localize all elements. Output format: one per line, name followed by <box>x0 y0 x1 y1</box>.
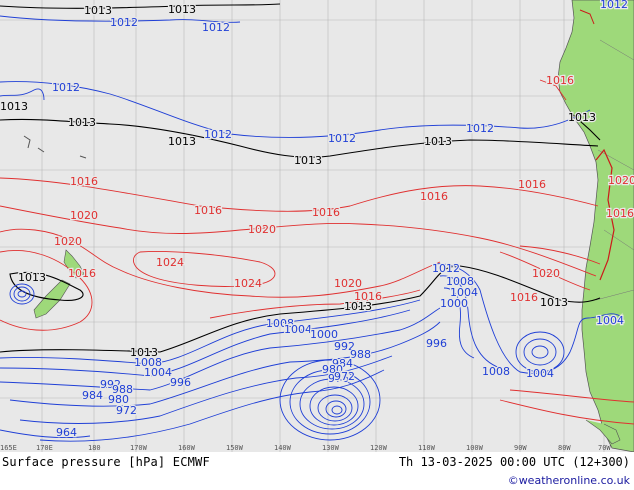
isobar-label: 1016 <box>518 178 546 191</box>
isobar-label: 1013 <box>424 135 452 148</box>
isobar-label: 1020 <box>608 174 634 187</box>
isobar-label: 988 <box>112 383 133 396</box>
lon-label: 90W <box>514 444 527 452</box>
lon-label: 170E <box>36 444 53 452</box>
isobar-label: 1013 <box>344 300 372 313</box>
isobar-label: 1020 <box>248 223 276 236</box>
lon-label: 110W <box>418 444 436 452</box>
isobar-label: 976 <box>328 372 349 385</box>
isobar-label: 1008 <box>482 365 510 378</box>
isobar-label: 1016 <box>510 291 538 304</box>
isobar-label: 1008 <box>446 275 474 288</box>
longitude-axis: 165E 170E 180 170W 160W 150W 140W 130W 1… <box>0 444 611 452</box>
isobar-label: 1020 <box>532 267 560 280</box>
isobar-label: 980 <box>322 363 343 376</box>
isobar-label: 1004 <box>284 323 312 336</box>
lon-label: 130W <box>322 444 340 452</box>
isobar-label: 1024 <box>156 256 184 269</box>
isobars-1013 <box>0 3 601 353</box>
isobar-label: 1013 <box>168 135 196 148</box>
isobar-label: 1000 <box>310 328 338 341</box>
isobars-low <box>0 15 621 442</box>
isobar-label: 984 <box>332 357 353 370</box>
isobar-label: 1020 <box>54 235 82 248</box>
isobar-label: 1013 <box>568 111 596 124</box>
isobar-label: 1016 <box>354 290 382 303</box>
isobars-high <box>0 79 634 425</box>
lon-label: 165E <box>0 444 17 452</box>
isobar-label: 1013 <box>130 346 158 359</box>
isobar-label: 1013 <box>168 3 196 16</box>
isobar-label: 1004 <box>526 367 554 380</box>
lon-label: 70W <box>598 444 611 452</box>
isobar-label: 1013 <box>294 154 322 167</box>
isobar-label: 1012 <box>110 16 138 29</box>
isobar-label: 1012 <box>204 128 232 141</box>
isobar-label: 972 <box>334 370 355 383</box>
isobar-label: 1016 <box>68 267 96 280</box>
map-title: Surface pressure [hPa] ECMWF <box>2 455 210 469</box>
lon-label: 80W <box>558 444 571 452</box>
isobar-label: 1004 <box>450 286 478 299</box>
isobar-label: 1013 <box>0 100 28 113</box>
isobar-label: 1004 <box>596 314 624 327</box>
isobar-label: 1020 <box>70 209 98 222</box>
lon-label: 180 <box>88 444 101 452</box>
isobar-label: 1016 <box>194 204 222 217</box>
isobar-label: 1012 <box>600 0 628 11</box>
isobar-label: 992 <box>334 340 355 353</box>
isobar-label: 1016 <box>312 206 340 219</box>
isobar-label: 1012 <box>466 122 494 135</box>
isobar-label: 1013 <box>84 4 112 17</box>
isobar-label: 984 <box>82 389 103 402</box>
isobar-label: 1008 <box>266 317 294 330</box>
isobar-label: 1012 <box>202 21 230 34</box>
lon-label: 150W <box>226 444 244 452</box>
south-america-land <box>557 0 634 453</box>
contour-labels: 1013 1013 1012 1012 1012 1013 1013 1012 … <box>0 0 634 440</box>
lon-label: 120W <box>370 444 388 452</box>
isobar-label: 1008 <box>134 356 162 369</box>
isobar-label: 1024 <box>234 277 262 290</box>
lon-label: 140W <box>274 444 292 452</box>
lon-label: 160W <box>178 444 196 452</box>
isobar-label: 1013 <box>68 116 96 129</box>
isobar-label: 1013 <box>540 296 568 309</box>
isobar-label: 1012 <box>432 262 460 275</box>
lon-label: 170W <box>130 444 148 452</box>
isobar-label: 1020 <box>334 277 362 290</box>
isobar-label: 1000 <box>440 297 468 310</box>
isobar-label: 964 <box>56 426 77 439</box>
isobar-label: 1016 <box>70 175 98 188</box>
isobar-label: 980 <box>108 393 129 406</box>
graticule <box>0 0 634 452</box>
sea-area <box>0 0 634 452</box>
isobar-label: 996 <box>170 376 191 389</box>
isobar-label: 1016 <box>420 190 448 203</box>
isobar-label: 1012 <box>52 81 80 94</box>
isobar-label: 1012 <box>328 132 356 145</box>
isobar-label: 1004 <box>144 366 172 379</box>
isobar-label: 996 <box>426 337 447 350</box>
isobar-label: 1016 <box>606 207 634 220</box>
isobar-label: 992 <box>100 378 121 391</box>
isobar-label: 972 <box>116 404 137 417</box>
isobar-label: 988 <box>350 348 371 361</box>
credit-link[interactable]: ©weatheronline.co.uk <box>507 474 630 487</box>
isobar-label: 1013 <box>18 271 46 284</box>
isobar-label: 1016 <box>546 74 574 87</box>
valid-time: Th 13-03-2025 00:00 UTC (12+300) <box>398 455 630 469</box>
map-footer <box>0 452 634 490</box>
lon-label: 100W <box>466 444 484 452</box>
